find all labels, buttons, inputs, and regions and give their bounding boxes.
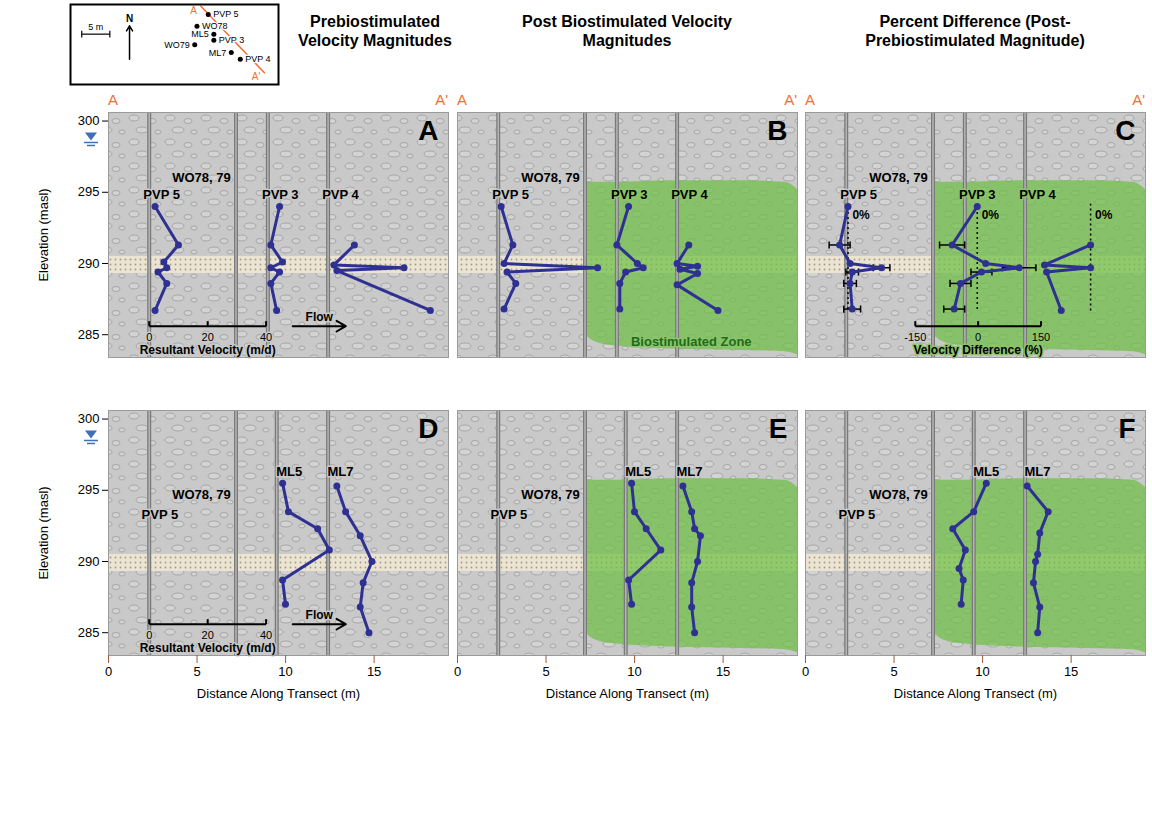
svg-text:20: 20 [202, 331, 214, 343]
svg-text:40: 40 [260, 629, 272, 641]
svg-text:Biostimulated Zone: Biostimulated Zone [631, 334, 752, 349]
svg-text:PVP 3: PVP 3 [611, 187, 648, 202]
svg-text:15: 15 [716, 664, 730, 679]
svg-text:150: 150 [1032, 331, 1050, 343]
svg-text:Flow: Flow [306, 608, 334, 622]
svg-text:10: 10 [627, 664, 641, 679]
svg-text:0: 0 [146, 331, 152, 343]
svg-text:ML5: ML5 [625, 464, 651, 479]
svg-text:0: 0 [146, 629, 152, 641]
html-text:A': A' [435, 91, 448, 108]
svg-text:Velocity Difference (%): Velocity Difference (%) [913, 343, 1042, 357]
svg-text:PVP 3: PVP 3 [262, 187, 299, 202]
svg-text:285: 285 [78, 327, 100, 342]
html-text:Percent Difference (Post-Prebi: Percent Difference (Post-Prebiostimulate… [865, 13, 1085, 49]
svg-text:0%: 0% [982, 208, 1000, 222]
svg-text:PVP 5: PVP 5 [840, 187, 877, 202]
svg-text:40: 40 [260, 331, 272, 343]
svg-text:ML5: ML5 [191, 29, 209, 39]
svg-text:PVP 4: PVP 4 [322, 187, 359, 202]
svg-text:Distance Along Transect (m): Distance Along Transect (m) [197, 686, 360, 701]
svg-text:290: 290 [78, 554, 100, 569]
svg-text:PVP 5: PVP 5 [213, 9, 238, 19]
svg-text:Resultant Velocity (m/d): Resultant Velocity (m/d) [140, 343, 276, 357]
html-text:A': A' [1132, 91, 1145, 108]
svg-text:ML7: ML7 [327, 464, 353, 479]
svg-text:PVP 5: PVP 5 [491, 507, 528, 522]
svg-text:E: E [769, 413, 788, 444]
svg-text:D: D [418, 413, 438, 444]
svg-text:5 m: 5 m [88, 22, 103, 32]
svg-text:10: 10 [975, 664, 989, 679]
svg-text:WO79: WO79 [164, 40, 190, 50]
svg-text:15: 15 [367, 664, 381, 679]
svg-text:10: 10 [278, 664, 292, 679]
svg-text:20: 20 [202, 629, 214, 641]
svg-text:PVP 5: PVP 5 [492, 187, 529, 202]
svg-text:5: 5 [193, 664, 200, 679]
svg-text:N: N [126, 13, 133, 24]
svg-text:WO78, 79: WO78, 79 [869, 170, 928, 185]
svg-text:PVP 4: PVP 4 [671, 187, 708, 202]
svg-text:0: 0 [802, 664, 809, 679]
svg-text:0: 0 [454, 664, 461, 679]
svg-text:ML7: ML7 [209, 47, 227, 57]
svg-text:Distance Along Transect (m): Distance Along Transect (m) [546, 686, 709, 701]
svg-text:Flow: Flow [306, 310, 334, 324]
svg-text:PVP 3: PVP 3 [959, 187, 996, 202]
svg-text:A: A [418, 115, 438, 146]
svg-text:290: 290 [78, 256, 100, 271]
svg-text:285: 285 [78, 625, 100, 640]
svg-text:PVP 5: PVP 5 [839, 507, 876, 522]
svg-text:15: 15 [1064, 664, 1078, 679]
svg-text:ML7: ML7 [1024, 464, 1050, 479]
html-text:A: A [108, 91, 118, 108]
svg-text:C: C [1115, 115, 1135, 146]
svg-text:F: F [1118, 413, 1135, 444]
html-text:A: A [805, 91, 815, 108]
svg-text:WO78: WO78 [202, 21, 228, 32]
svg-text:5: 5 [890, 664, 897, 679]
svg-text:Elevation (masl): Elevation (masl) [36, 188, 51, 281]
svg-text:0: 0 [975, 331, 981, 343]
svg-text:300: 300 [78, 411, 100, 426]
html-text:A: A [457, 91, 467, 108]
svg-text:WO78, 79: WO78, 79 [172, 170, 231, 185]
svg-text:WO78, 79: WO78, 79 [521, 487, 580, 502]
svg-text:B: B [767, 115, 787, 146]
svg-text:0%: 0% [852, 208, 870, 222]
svg-text:Resultant Velocity (m/d): Resultant Velocity (m/d) [140, 641, 276, 655]
svg-text:0: 0 [105, 664, 112, 679]
svg-text:PVP 5: PVP 5 [143, 187, 180, 202]
svg-text:A': A' [252, 71, 261, 82]
svg-text:PVP 5: PVP 5 [142, 507, 179, 522]
svg-text:5: 5 [542, 664, 549, 679]
svg-text:0%: 0% [1095, 208, 1113, 222]
html-text:Post Biostimulated Velocity Ma: Post Biostimulated Velocity Magnitudes [522, 13, 732, 49]
svg-text:-150: -150 [904, 331, 926, 343]
svg-text:PVP 4: PVP 4 [245, 54, 270, 64]
svg-text:ML7: ML7 [676, 464, 702, 479]
svg-text:300: 300 [78, 113, 100, 128]
svg-text:ML5: ML5 [973, 464, 999, 479]
svg-text:WO78, 79: WO78, 79 [869, 487, 928, 502]
svg-text:A: A [190, 5, 197, 16]
html-text:Prebiostimulated Velocity Magn: Prebiostimulated Velocity Magnitudes [298, 13, 452, 49]
svg-text:PVP 4: PVP 4 [1019, 187, 1056, 202]
svg-text:ML5: ML5 [276, 464, 302, 479]
html-text:A': A' [784, 91, 797, 108]
svg-text:295: 295 [78, 482, 100, 497]
svg-text:Elevation (masl): Elevation (masl) [36, 486, 51, 579]
svg-text:Distance Along Transect (m): Distance Along Transect (m) [894, 686, 1057, 701]
svg-text:WO78, 79: WO78, 79 [172, 487, 231, 502]
svg-text:WO78, 79: WO78, 79 [521, 170, 580, 185]
svg-text:295: 295 [78, 184, 100, 199]
svg-text:PVP 3: PVP 3 [219, 35, 244, 45]
